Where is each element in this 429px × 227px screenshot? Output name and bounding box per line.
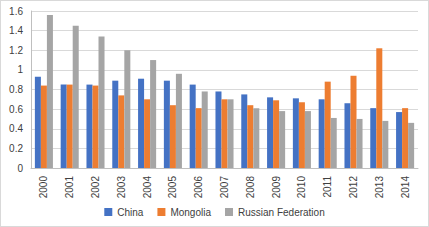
svg-text:0: 0 <box>17 163 23 174</box>
svg-text:2006: 2006 <box>193 176 204 199</box>
svg-text:2004: 2004 <box>142 176 153 199</box>
svg-text:1.2: 1.2 <box>9 45 23 56</box>
svg-text:2001: 2001 <box>64 176 75 199</box>
svg-text:1: 1 <box>17 64 23 75</box>
svg-text:2012: 2012 <box>348 176 359 199</box>
svg-text:0.6: 0.6 <box>9 104 23 115</box>
svg-text:Mongolia: Mongolia <box>170 207 211 218</box>
svg-text:2013: 2013 <box>374 176 385 199</box>
svg-text:2008: 2008 <box>245 176 256 199</box>
svg-text:1.6: 1.6 <box>9 6 23 17</box>
svg-text:2010: 2010 <box>296 176 307 199</box>
svg-text:2002: 2002 <box>90 176 101 199</box>
svg-text:2014: 2014 <box>400 176 411 199</box>
svg-text:China: China <box>117 207 144 218</box>
svg-text:1.4: 1.4 <box>9 25 23 36</box>
svg-text:2009: 2009 <box>271 176 282 199</box>
svg-text:2003: 2003 <box>116 176 127 199</box>
svg-text:0.2: 0.2 <box>9 143 23 154</box>
svg-text:2011: 2011 <box>322 176 333 198</box>
svg-text:Russian Federation: Russian Federation <box>238 207 325 218</box>
svg-text:0.8: 0.8 <box>9 84 23 95</box>
svg-text:2005: 2005 <box>167 176 178 199</box>
svg-text:2000: 2000 <box>38 176 49 199</box>
svg-text:2007: 2007 <box>219 176 230 199</box>
svg-text:0.4: 0.4 <box>9 123 23 134</box>
